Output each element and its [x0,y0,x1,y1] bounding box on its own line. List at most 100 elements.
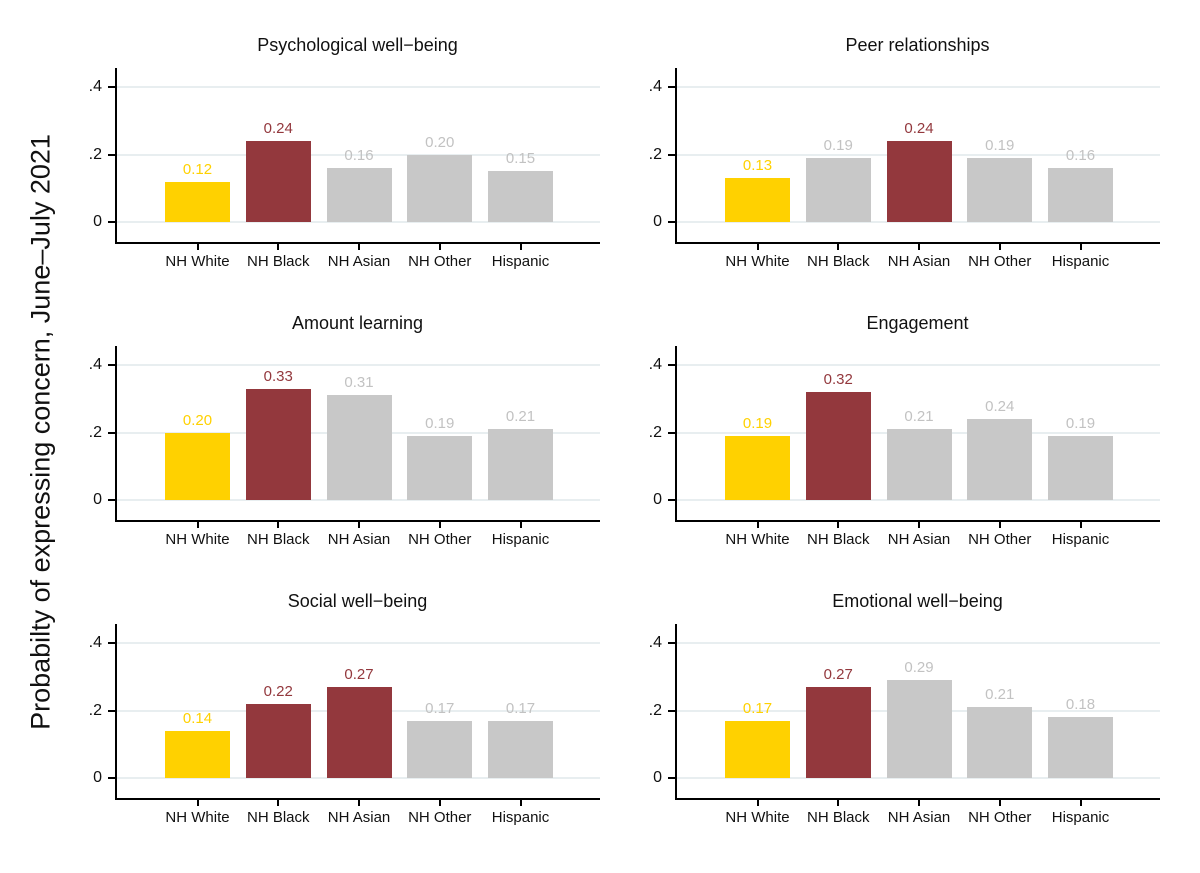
y-tick [668,153,675,156]
x-category-label: NH Asian [327,531,391,548]
y-tick-label: 0 [93,213,102,230]
panel-title: Emotional well−being [832,591,1003,611]
y-tick [668,709,675,712]
y-axis-spine [675,346,677,522]
y-tick-label: .2 [88,423,102,441]
gridline [677,777,1160,779]
bar-value-label: 0.32 [823,371,853,388]
x-tick [837,244,840,250]
chart-panel: Emotional well−being 0 .2 .4 0.17 NH White 0.… [649,586,1200,864]
x-tick [756,522,759,528]
y-tick-label: 0 [653,491,662,508]
chart-panel: Social well−being 0 .2 .4 0.14 NH White 0.22 N… [89,586,640,864]
x-category-label: NH Black [246,253,310,270]
bar-hispanic [1048,435,1113,500]
bar-value-label: 0.27 [823,665,853,683]
panel-title: Social well−being [287,591,428,611]
bar-value-label: 0.19 [985,136,1015,154]
bar-nh-white [165,730,230,778]
bar-nh-asian [886,680,952,778]
bar-nh-other [407,435,473,500]
bar-nh-asian [326,168,392,222]
x-tick [438,522,441,528]
gridline [117,86,600,88]
y-tick [668,499,675,501]
y-tick-label: .4 [648,78,662,95]
x-category-label: NH White [725,809,790,826]
x-category-label: NH Other [408,531,472,548]
x-axis-line [115,798,600,800]
x-tick [998,244,1001,250]
y-tick-label: 0 [93,491,102,508]
x-tick [358,522,360,528]
y-tick-label: .4 [88,634,102,651]
y-tick-label: .4 [648,634,662,651]
x-category-label: Hispanic [1051,253,1110,270]
bar-value-label: 0.17 [505,699,536,717]
x-tick [519,244,522,250]
x-category-label: NH White [725,253,790,270]
bar-value-label: 0.24 [904,120,934,137]
x-tick [1079,244,1082,250]
bar-value-label: 0.16 [344,147,374,164]
bar-value-label: 0.21 [985,686,1015,704]
x-category-label: NH Other [968,531,1032,548]
y-tick [108,642,115,644]
x-category-label: Hispanic [491,809,550,826]
y-tick [108,86,115,88]
y-tick [668,364,675,366]
y-tick-label: .2 [88,145,102,163]
gridline [117,499,600,501]
x-tick [358,244,360,250]
y-tick-label: 0 [653,769,662,786]
plot-area: 0 .2 .4 0.14 NH White 0.22 NH Black 0.27 NH Asia… [89,624,600,826]
y-tick-label: 0 [93,769,102,786]
x-category-label: NH Black [806,253,870,270]
bar-value-label: 0.24 [985,398,1015,415]
bar-value-label: 0.21 [904,408,934,426]
bar-nh-other [407,720,473,778]
chart-panel: Psychological well−being 0 .2 .4 0.12 NH Whi… [89,30,640,308]
y-tick [108,364,115,366]
bar-value-label: 0.19 [742,414,773,432]
plot-area: 0 .2 .4 0.13 NH White 0.19 NH Black 0.24 NH Asia… [649,68,1160,270]
y-axis-spine [115,346,117,522]
x-category-label: NH Asian [887,809,951,826]
bar-nh-black [805,157,871,222]
bar-nh-white [165,181,230,222]
x-category-label: NH Asian [887,253,951,270]
y-tick-label: .2 [648,145,662,163]
bar-value-label: 0.20 [425,133,455,151]
bar-value-label: 0.17 [425,699,455,717]
x-category-label: NH Black [806,809,870,826]
y-tick-label: 0 [653,213,662,230]
bar-nh-other [967,157,1033,222]
gridline [677,499,1160,501]
panel-title: Engagement [866,313,969,333]
x-category-label: NH Asian [327,809,391,826]
bar-nh-black [805,392,871,500]
bar-nh-white [725,720,790,778]
x-tick [277,800,280,806]
bar-value-label: 0.24 [263,120,293,137]
bar-value-label: 0.27 [344,665,374,683]
bar-value-label: 0.31 [344,374,374,392]
x-category-label: NH Asian [887,531,951,548]
x-category-label: Hispanic [491,253,550,270]
y-tick [668,642,675,644]
x-tick [196,522,199,528]
y-tick [108,153,115,156]
gridline [677,86,1160,88]
y-axis-label: Probabilty of expressing concern, June–J… [25,134,56,730]
y-tick [668,431,675,434]
x-tick [519,800,522,806]
gridline [677,364,1160,366]
bar-value-label: 0.19 [1065,414,1096,432]
plot-area: 0 .2 .4 0.20 NH White 0.33 NH Black 0.31 NH Asia… [89,346,600,548]
chart-panel: Engagement 0 .2 .4 0.19 NH White 0.32 NH Black… [649,308,1200,586]
bar-nh-other [967,707,1033,778]
x-category-label: NH White [165,809,230,826]
bar-value-label: 0.29 [904,659,934,677]
x-axis-line [675,242,1160,244]
x-axis-line [115,520,600,522]
